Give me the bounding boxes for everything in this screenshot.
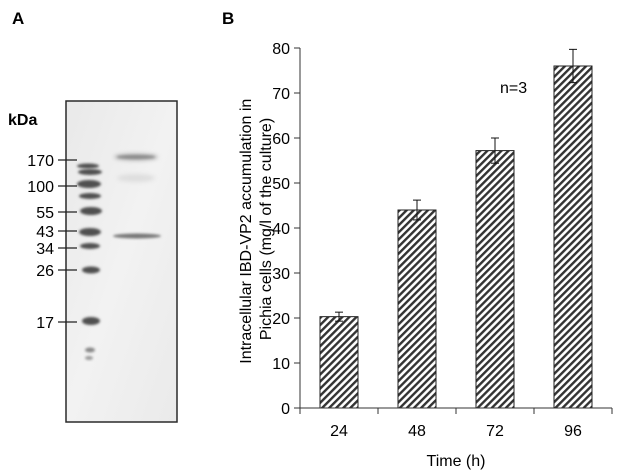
x-tick-label: 24 — [330, 423, 348, 440]
mw-marker-label: 17 — [36, 315, 54, 332]
gel-frame — [65, 100, 178, 423]
panel-a-label: A — [12, 9, 24, 28]
bar-48h — [397, 209, 437, 409]
sample-lane — [113, 153, 161, 239]
mw-marker-label: 34 — [36, 241, 54, 258]
x-tick-label: 72 — [486, 423, 504, 440]
x-axis-ticks: 24 48 72 96 — [299, 408, 613, 440]
y-tick-label: 40 — [272, 221, 290, 238]
y-tick-label: 20 — [272, 311, 290, 328]
kda-unit-label: kDa — [8, 112, 37, 129]
y-axis-label: Intracellular IBD-VP2 accumulation in Pi… — [238, 94, 275, 363]
x-tick-label: 96 — [564, 423, 582, 440]
mw-marker-label: 100 — [27, 179, 54, 196]
mw-marker-label: 170 — [27, 153, 54, 170]
y-tick-label: 10 — [272, 356, 290, 373]
panel-b-label: B — [222, 9, 234, 28]
y-axis-label-line-1: Intracellular IBD-VP2 accumulation in — [238, 99, 255, 364]
y-tick-label: 60 — [272, 131, 290, 148]
mw-marker-label: 55 — [36, 205, 54, 222]
bar-96h — [553, 65, 593, 409]
gel-image — [65, 100, 178, 423]
x-tick-label: 48 — [408, 423, 426, 440]
mw-marker-label: 43 — [36, 224, 54, 241]
y-tick-label: 50 — [272, 176, 290, 193]
bar-72h — [475, 150, 515, 409]
x-axis-label: Time (h) — [427, 453, 486, 470]
y-tick-label: 70 — [272, 86, 290, 103]
bar-chart: 0 10 20 30 40 50 60 70 80 24 48 72 96 Time (h) Intr… — [238, 41, 613, 470]
y-tick-label: 30 — [272, 266, 290, 283]
bars — [319, 48, 593, 409]
y-axis-label-line-2: Pichia cells (mg/l of the culture) — [258, 118, 275, 340]
mw-marker-label: 26 — [36, 263, 54, 280]
sample-size-annotation: n=3 — [500, 80, 527, 97]
y-tick-label: 0 — [281, 401, 290, 418]
bar-24h — [319, 316, 359, 409]
y-axis-ticks: 0 10 20 30 40 50 60 70 80 — [272, 41, 300, 418]
y-tick-label: 80 — [272, 41, 290, 58]
ladder-lane — [77, 163, 102, 360]
